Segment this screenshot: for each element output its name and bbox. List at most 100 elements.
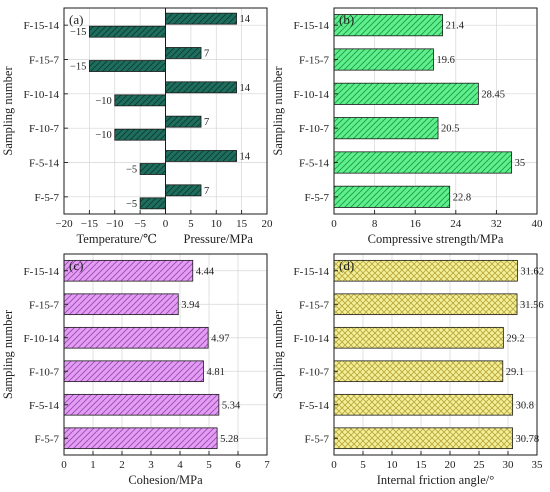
bar	[63, 326, 209, 349]
data-label-pressure: 14	[240, 14, 251, 25]
bar-pressure	[165, 47, 202, 59]
x-tick-label: 20	[445, 459, 457, 471]
x-tick-label: −20	[55, 218, 73, 230]
bar	[63, 427, 218, 450]
bar	[63, 293, 179, 316]
data-label: 4.81	[206, 367, 224, 378]
bar	[333, 185, 451, 208]
y-tick-label: F-10-7	[29, 123, 59, 135]
y-tick-label: F-10-7	[299, 366, 329, 378]
grid	[333, 254, 538, 455]
bars: 5.28 5.34 4.81 4.97 3.94 4.44	[63, 259, 241, 450]
y-tick-label: F-15-7	[29, 299, 59, 311]
bar	[333, 259, 518, 282]
bar	[333, 427, 513, 450]
x-tick-label: 30	[503, 459, 515, 471]
bar	[63, 360, 204, 383]
bar	[333, 360, 504, 383]
y-tick-label: F-10-14	[294, 333, 330, 345]
x-tick-label: 1	[90, 459, 96, 471]
data-label: 19.6	[436, 55, 454, 66]
bar-pressure	[165, 150, 237, 162]
y-axis-title: Sampling number	[271, 309, 285, 399]
y-axis: F-5-7 F-5-14 F-10-7 F-10-14 F-15-7 F-15-14	[24, 20, 68, 204]
panel-label: (a)	[69, 12, 83, 27]
x-tick-label: 8	[372, 218, 378, 230]
panel-label: (b)	[339, 12, 354, 27]
data-label: 29.2	[506, 333, 524, 344]
y-tick-label: F-10-14	[294, 89, 330, 101]
x-tick-label: −5	[134, 218, 146, 230]
y-tick-label: F-5-14	[299, 400, 329, 412]
y-tick-label: F-15-14	[24, 20, 60, 32]
data-label-pressure: 7	[204, 117, 209, 128]
y-tick-label: F-10-14	[24, 333, 60, 345]
data-label: 30.8	[516, 400, 534, 411]
x-axis-title: Compressive strength/MPa	[368, 232, 504, 246]
data-label: 31.56	[520, 300, 544, 311]
y-tick-label: F-5-7	[305, 192, 330, 204]
bar	[333, 151, 513, 174]
y-tick-label: F-15-7	[299, 55, 329, 67]
x-tick-label: 10	[387, 459, 399, 471]
x-axis-title-right: Pressure/MPa	[184, 232, 254, 246]
bar-temperature	[88, 25, 166, 38]
data-label-pressure: 14	[240, 83, 251, 94]
bars: 30.78 30.8 29.1 29.2 31.56 31.62	[333, 259, 544, 450]
data-label: 20.5	[441, 124, 459, 135]
y-tick-label: F-5-7	[35, 433, 60, 445]
x-tick-label: 0	[163, 218, 169, 230]
data-label-temperature: −10	[95, 130, 111, 141]
data-label-temperature: −10	[95, 96, 111, 107]
data-label: 28.45	[481, 89, 505, 100]
data-label: 35	[515, 158, 526, 169]
grid	[333, 8, 538, 214]
x-tick-label: 5	[360, 459, 366, 471]
bar-temperature	[88, 60, 166, 72]
x-tick-label: 24	[450, 218, 462, 230]
data-label-temperature: −5	[126, 165, 137, 176]
bar	[333, 326, 504, 349]
x-tick-label: 20	[262, 218, 274, 230]
bar-pressure	[165, 12, 237, 25]
bar-temperature	[139, 163, 166, 175]
x-axis: 0 5 10 15 20 25 30 35	[331, 451, 543, 471]
data-label: 5.28	[220, 434, 238, 445]
panel-label: (c)	[69, 258, 83, 273]
bar-temperature	[114, 94, 166, 107]
y-tick-label: F-5-14	[29, 400, 59, 412]
bar-temperature	[139, 197, 166, 210]
bar-temperature	[114, 128, 166, 141]
x-tick-label: 15	[236, 218, 248, 230]
x-tick-label: −15	[81, 218, 99, 230]
data-label-temperature: −15	[70, 62, 86, 73]
y-tick-label: F-15-14	[294, 20, 330, 32]
y-tick-label: F-10-7	[29, 366, 59, 378]
bar-pressure	[165, 115, 202, 128]
y-tick-label: F-15-7	[299, 299, 329, 311]
y-axis: F-5-7 F-5-14 F-10-7 F-10-14 F-15-7 F-15-14	[24, 266, 68, 445]
bars: 22.8 35 20.5 28.45 19.6 21.4	[333, 14, 526, 208]
data-label-temperature: −5	[126, 199, 137, 210]
y-tick-label: F-15-7	[29, 55, 59, 67]
x-tick-label: 6	[235, 459, 241, 471]
x-axis-title-left: Temperature/℃	[77, 232, 157, 246]
data-label-pressure: 7	[204, 48, 209, 59]
x-tick-label: 16	[410, 218, 422, 230]
x-tick-label: 0	[331, 218, 337, 230]
plot-frame	[63, 253, 268, 456]
x-tick-label: 4	[177, 459, 183, 471]
x-tick-label: 15	[416, 459, 428, 471]
x-tick-label: 5	[206, 459, 212, 471]
x-axis-title: Internal friction angle/°	[377, 473, 494, 487]
data-label: 5.34	[222, 400, 241, 411]
x-tick-label: 35	[532, 459, 544, 471]
bar	[333, 48, 434, 71]
y-tick-label: F-15-14	[294, 266, 330, 278]
x-tick-label: 5	[188, 218, 194, 230]
plot-frame	[333, 253, 538, 456]
x-tick-label: 25	[474, 459, 486, 471]
bar-pressure	[165, 184, 202, 197]
x-tick-label: 0	[61, 459, 67, 471]
